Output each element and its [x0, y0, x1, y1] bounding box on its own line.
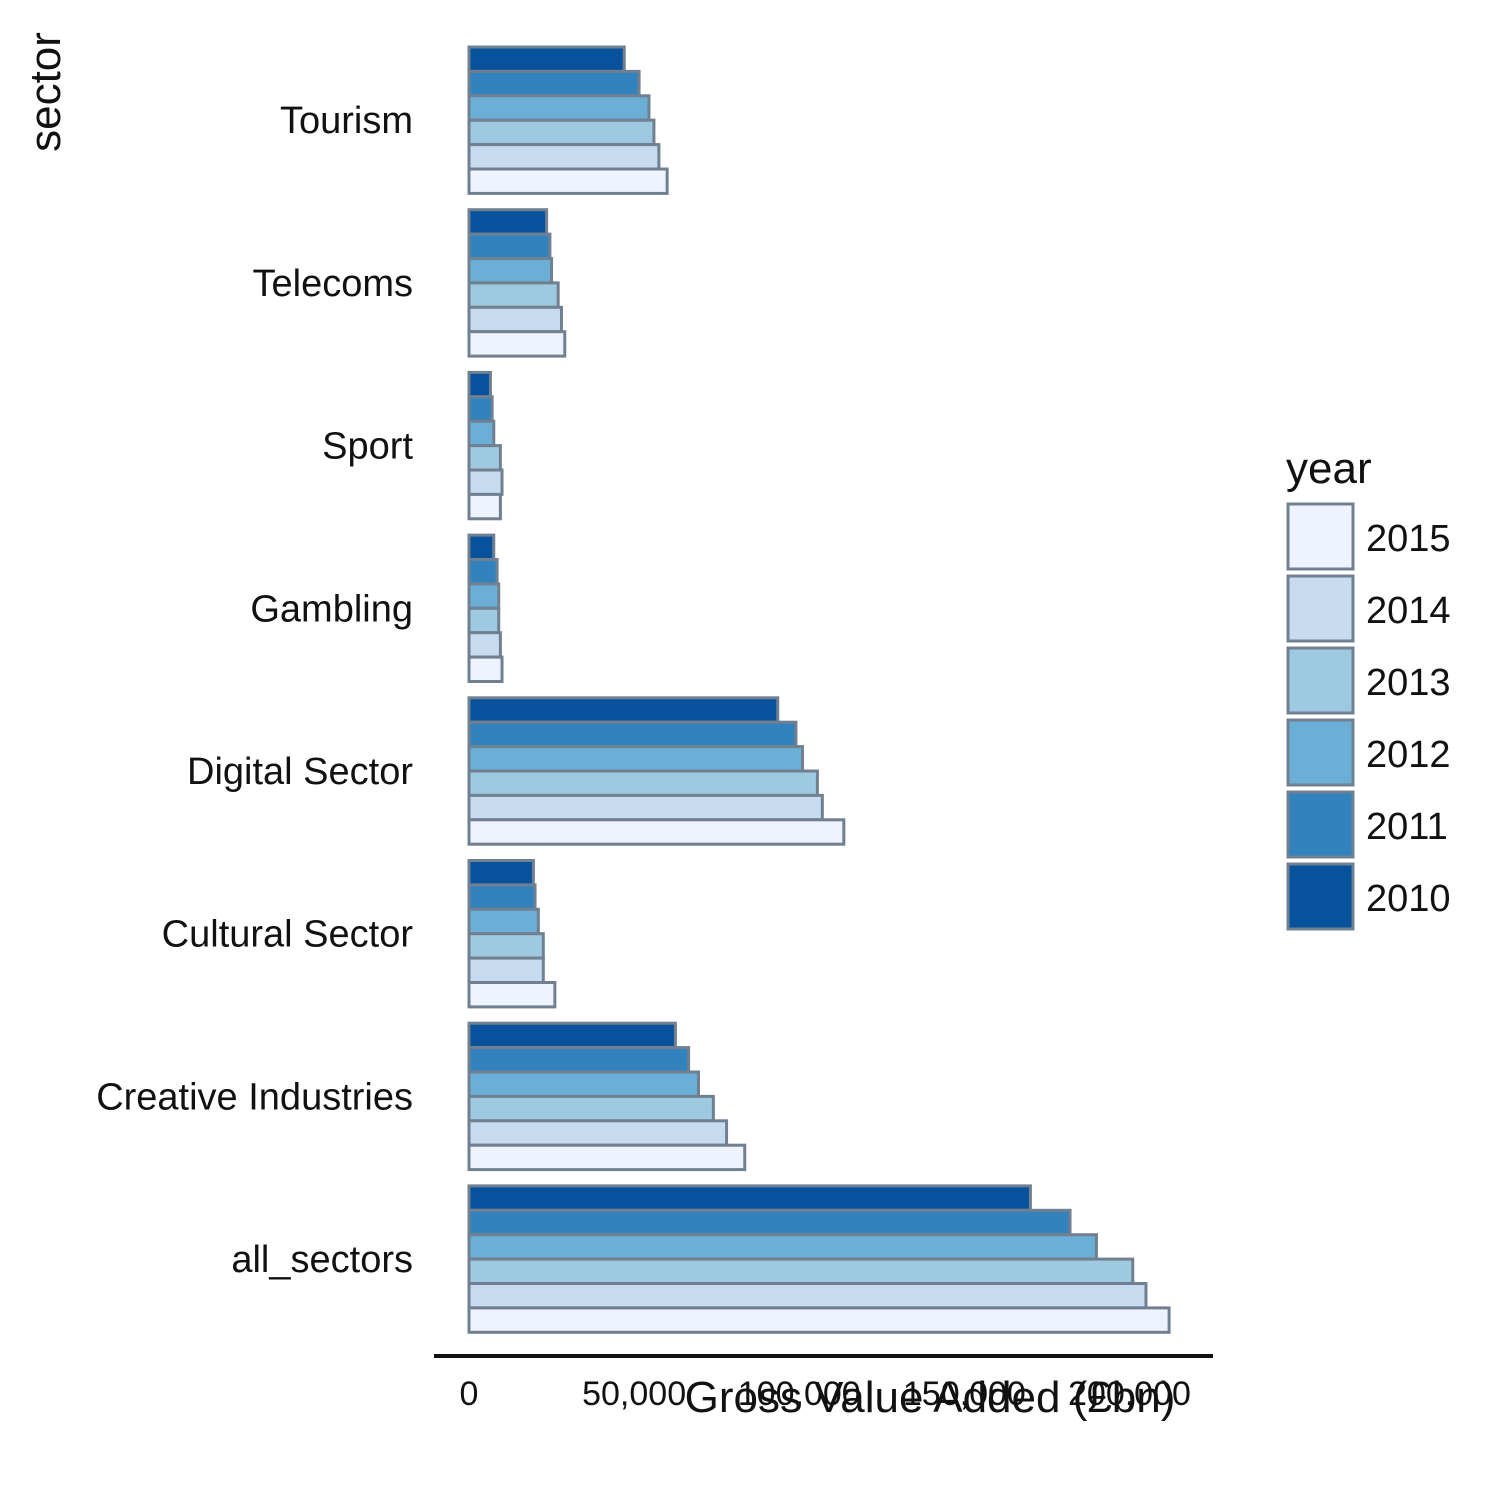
- x-tick-labels: 0 50,000 100,000 150,000 200,000: [460, 1375, 1191, 1413]
- legend-swatch-2010: [1286, 862, 1355, 931]
- legend-swatch-2014: [1286, 574, 1355, 643]
- bar-digital-sector-2010: [467, 696, 780, 724]
- bar-digital-sector-2011: [467, 720, 798, 749]
- bar-cultural-sector-2012: [467, 907, 540, 936]
- bar-gambling-2012: [467, 582, 501, 610]
- bar-telecoms-2013: [467, 281, 560, 309]
- bar-sport-2010: [467, 370, 492, 399]
- bar-all-sectors-2011: [467, 1208, 1072, 1237]
- bar-all-sectors-2012: [467, 1233, 1098, 1261]
- bar-tourism-2015: [467, 167, 669, 195]
- x-axis-title: Gross Value Added (£bn): [685, 1373, 1176, 1422]
- sector-label: Creative Industries: [96, 1076, 413, 1118]
- bar-sport-2012: [467, 419, 496, 448]
- bar-gambling-2015: [467, 655, 504, 683]
- bar-telecoms-2011: [467, 232, 552, 261]
- y-axis-title: sector: [21, 32, 70, 152]
- x-tick-label: 100,000: [738, 1375, 861, 1413]
- bar-creative-industries-2015: [467, 1143, 747, 1172]
- bar-cultural-sector-2013: [467, 932, 545, 960]
- bar-telecoms-2015: [467, 330, 567, 358]
- bar-digital-sector-2012: [467, 745, 805, 773]
- bar-digital-sector-2013: [467, 769, 819, 797]
- x-tick-label: 50,000: [582, 1375, 686, 1413]
- x-tick-label: 200,000: [1068, 1375, 1191, 1413]
- bar-sport-2014: [467, 468, 504, 496]
- sector-label: Digital Sector: [187, 751, 413, 793]
- legend-label-2014: 2014: [1366, 590, 1451, 632]
- legend-label-2010: 2010: [1366, 878, 1451, 920]
- bar-creative-industries-2010: [467, 1021, 677, 1050]
- bar-tourism-2010: [467, 45, 626, 73]
- bar-creative-industries-2014: [467, 1119, 729, 1147]
- legend-swatch-2015: [1286, 502, 1355, 571]
- bar-sport-2015: [467, 492, 502, 521]
- sector-labels: Tourism Telecoms Sport Gambling Digital Sect…: [96, 100, 413, 1281]
- bar-tourism-2011: [467, 69, 641, 98]
- x-tick-label: 0: [460, 1375, 479, 1413]
- legend-swatch-2013: [1286, 646, 1355, 715]
- bar-telecoms-2010: [467, 208, 549, 236]
- bar-sport-2013: [467, 444, 502, 472]
- bar-tourism-2014: [467, 143, 661, 171]
- bar-sport-2011: [467, 395, 494, 423]
- sector-label: Telecoms: [253, 263, 414, 305]
- bar-tourism-2013: [467, 118, 656, 147]
- bar-cultural-sector-2014: [467, 956, 545, 984]
- bar-telecoms-2012: [467, 257, 554, 285]
- bar-tourism-2012: [467, 94, 651, 122]
- bar-creative-industries-2011: [467, 1046, 691, 1074]
- bar-cultural-sector-2010: [467, 859, 535, 887]
- sector-label: Tourism: [280, 100, 413, 142]
- legend-label-2013: 2013: [1366, 662, 1451, 704]
- legend-label-2011: 2011: [1366, 806, 1448, 848]
- legend-title: year: [1286, 444, 1372, 493]
- legend-label-2012: 2012: [1366, 734, 1451, 776]
- bar-digital-sector-2015: [467, 818, 846, 846]
- bar-gambling-2013: [467, 606, 501, 635]
- bar-creative-industries-2012: [467, 1070, 701, 1098]
- bars-layer: [467, 45, 1171, 1334]
- sector-label: Cultural Sector: [162, 914, 414, 956]
- legend-label-2015: 2015: [1366, 518, 1451, 560]
- bar-gambling-2014: [467, 631, 502, 659]
- legend-swatch-2011: [1286, 790, 1355, 859]
- bar-all-sectors-2014: [467, 1282, 1148, 1310]
- legend: year 2015 2014 2013 2012 2011 2010: [1286, 444, 1451, 931]
- sector-label: all_sectors: [231, 1239, 413, 1281]
- sector-label: Gambling: [250, 588, 413, 630]
- bar-cultural-sector-2011: [467, 883, 537, 911]
- legend-swatch-2012: [1286, 718, 1355, 787]
- bar-all-sectors-2010: [467, 1184, 1032, 1212]
- bar-all-sectors-2013: [467, 1257, 1135, 1285]
- bar-all-sectors-2015: [467, 1306, 1171, 1334]
- bar-cultural-sector-2015: [467, 981, 557, 1009]
- sector-label: Sport: [322, 426, 413, 468]
- bar-telecoms-2014: [467, 305, 563, 334]
- bar-gambling-2011: [467, 558, 499, 586]
- bar-digital-sector-2014: [467, 793, 824, 822]
- x-tick-label: 150,000: [903, 1375, 1026, 1413]
- bar-gambling-2010: [467, 533, 496, 561]
- bar-creative-industries-2013: [467, 1094, 715, 1123]
